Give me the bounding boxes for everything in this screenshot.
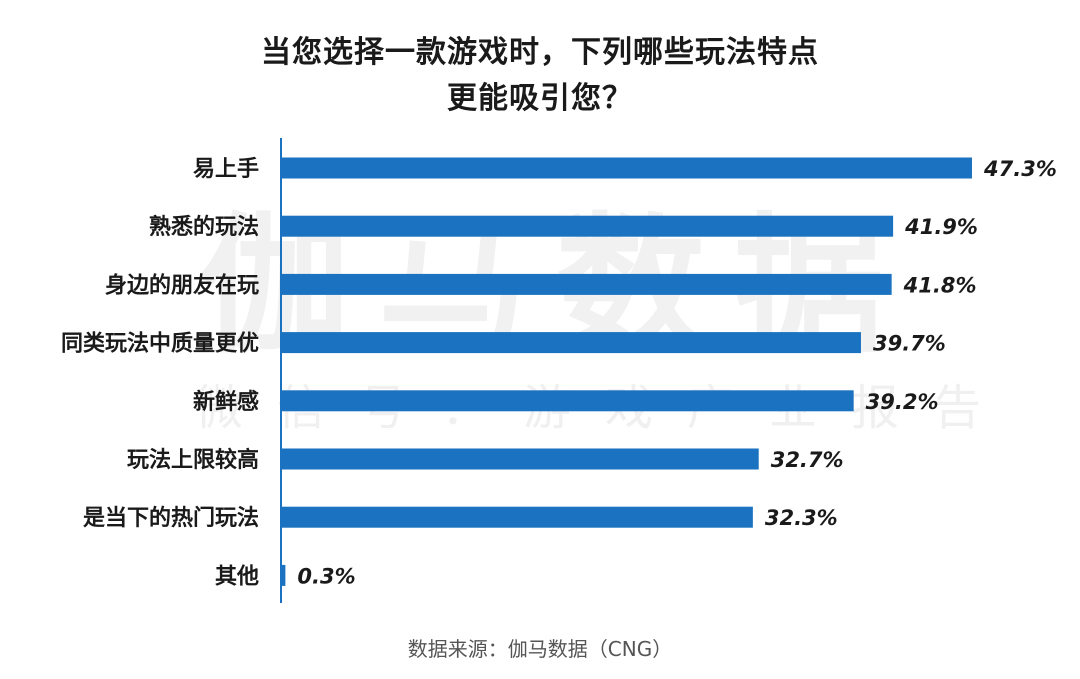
bar	[281, 448, 759, 470]
category-label: 身边的朋友在玩	[105, 272, 259, 298]
value-label: 39.2%	[866, 390, 939, 414]
value-label: 32.7%	[771, 448, 844, 472]
chart-title-line-2: 更能吸引您？	[447, 81, 633, 116]
source-note: 数据来源：伽马数据（CNG）	[407, 637, 673, 661]
category-label: 其他	[215, 564, 259, 589]
value-label: 41.8%	[903, 273, 977, 297]
category-label: 玩法上限较高	[127, 447, 259, 473]
value-label: 39.7%	[873, 332, 946, 356]
value-label: 47.3%	[983, 157, 1057, 181]
bar	[281, 564, 286, 586]
value-label: 32.3%	[765, 506, 838, 530]
bar	[281, 273, 892, 295]
value-label: 41.9%	[904, 215, 978, 239]
bar	[281, 215, 894, 237]
chart-title: 当您选择一款游戏时，下列哪些玩法特点 更能吸引您？	[0, 30, 1080, 122]
bar	[281, 506, 753, 528]
category-label: 易上手	[193, 157, 259, 182]
category-label: 熟悉的玩法	[149, 214, 259, 240]
category-label: 同类玩法中质量更优	[61, 331, 259, 357]
category-label: 是当下的热门玩法	[83, 505, 259, 531]
value-label: 0.3%	[297, 564, 355, 588]
bar	[281, 332, 861, 354]
category-label: 新鲜感	[193, 389, 259, 415]
bar	[281, 390, 854, 412]
chart-title-line-1: 当您选择一款游戏时，下列哪些玩法特点	[261, 35, 819, 70]
bar	[281, 157, 972, 179]
